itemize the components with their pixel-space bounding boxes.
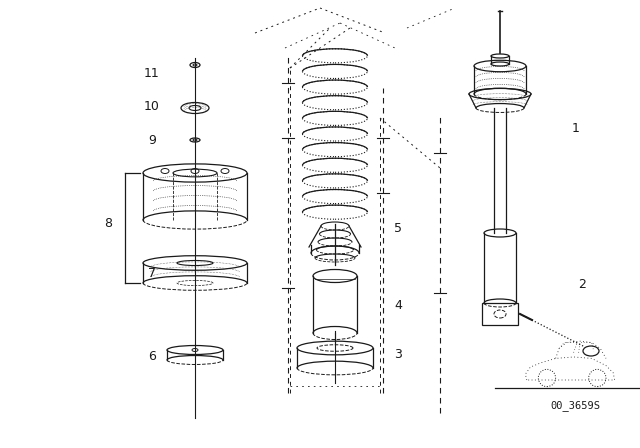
Text: 6: 6	[148, 349, 156, 362]
Text: 9: 9	[148, 134, 156, 146]
Text: 2: 2	[578, 277, 586, 290]
Bar	[482, 303, 518, 325]
Text: 8: 8	[104, 216, 112, 229]
Text: 4: 4	[394, 298, 402, 311]
Text: 11: 11	[144, 66, 160, 79]
Text: 3: 3	[394, 348, 402, 361]
Text: 1: 1	[572, 121, 580, 134]
Text: 10: 10	[144, 99, 160, 112]
Text: 00_3659S: 00_3659S	[550, 400, 600, 411]
Text: 5: 5	[394, 221, 402, 234]
Text: 7: 7	[148, 267, 156, 280]
